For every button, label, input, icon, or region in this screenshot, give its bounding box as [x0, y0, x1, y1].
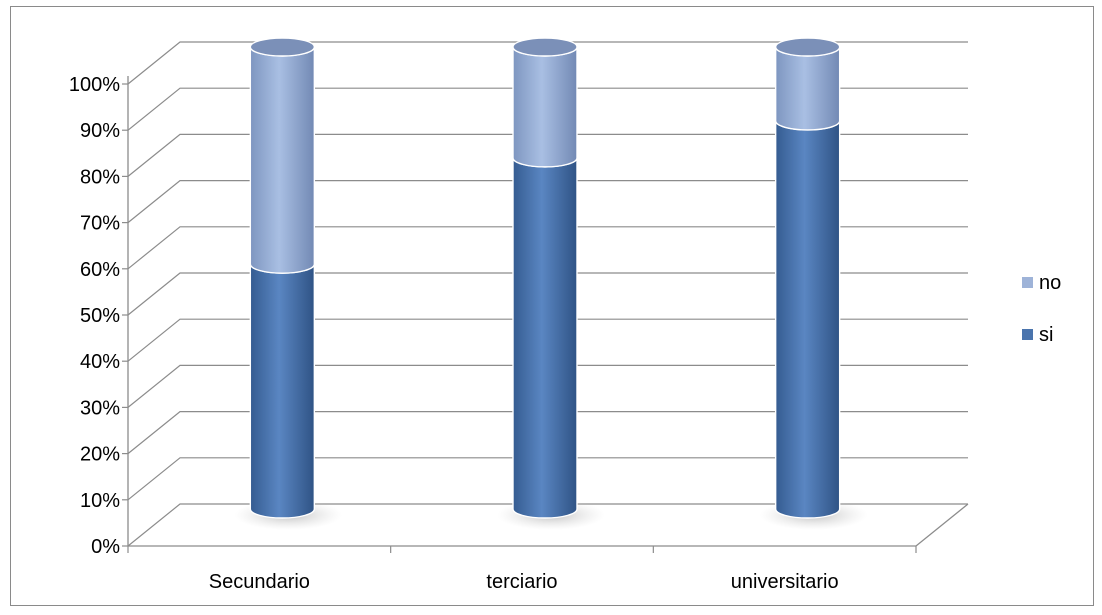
gridline	[127, 272, 968, 316]
gridline	[127, 318, 968, 362]
y-tick-label: 20%	[80, 444, 120, 466]
gridline	[127, 503, 968, 547]
y-tick-label: 40%	[80, 351, 120, 373]
legend-label: si	[1039, 324, 1053, 346]
category-label: universitario	[731, 571, 839, 593]
y-tick-label: 30%	[80, 397, 120, 419]
y-tick-label: 0%	[91, 536, 120, 558]
bar-top-cap	[249, 37, 316, 57]
y-tick-label: 90%	[80, 120, 120, 142]
gridline	[127, 133, 968, 177]
y-tick-label: 100%	[69, 74, 120, 96]
x-axis	[127, 546, 917, 553]
y-tick-label: 60%	[80, 259, 120, 281]
bar-no-Secundario	[249, 46, 316, 274]
y-tick-label: 50%	[80, 305, 120, 327]
gridline	[127, 180, 968, 224]
gridline	[127, 411, 968, 455]
y-tick-label: 70%	[80, 213, 120, 235]
legend-swatch	[1022, 277, 1033, 288]
y-tick-label: 80%	[80, 166, 120, 188]
y-axis-ticks: 0% 10% 20% 30% 40% 50% 60% 70% 80% 90% 100%	[69, 74, 128, 558]
gridline	[127, 226, 968, 270]
bars	[234, 37, 868, 530]
category-label: terciario	[486, 571, 557, 593]
category-label: Secundario	[209, 571, 310, 593]
legend-swatch	[1022, 329, 1033, 340]
bar-no-universitario	[774, 46, 841, 131]
category-labels: Secundario terciario universitario	[209, 571, 839, 593]
legend: no si	[1022, 272, 1061, 346]
y-tick-label: 10%	[80, 490, 120, 512]
bar-si-universitario	[774, 120, 841, 519]
bar-top-cap	[512, 37, 578, 57]
gridline	[127, 457, 968, 501]
bar-top-cap	[774, 37, 841, 57]
bar-si-terciario	[512, 157, 578, 519]
bar-si-Secundario	[249, 263, 316, 519]
gridline	[127, 87, 968, 131]
legend-label: no	[1039, 272, 1061, 294]
gridlines	[127, 41, 968, 547]
gridline	[127, 41, 968, 85]
gridline	[127, 364, 968, 408]
bar-no-terciario	[512, 46, 578, 168]
